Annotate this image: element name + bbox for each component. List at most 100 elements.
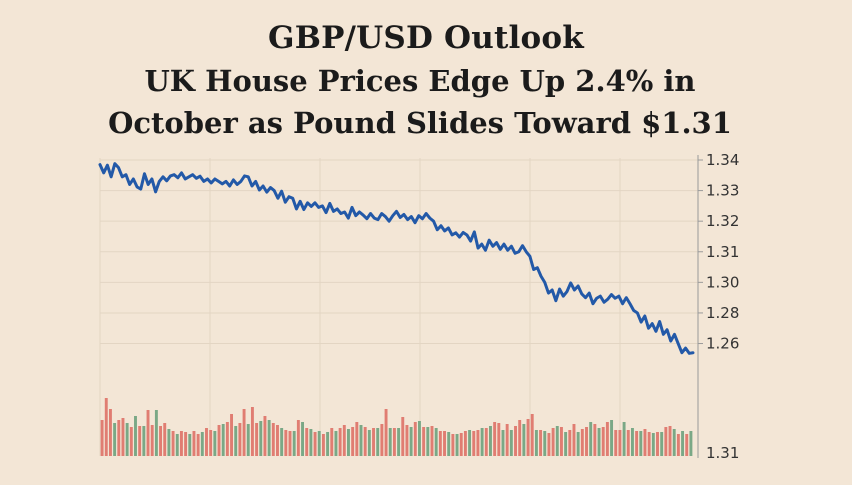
volume-bar xyxy=(167,429,171,456)
volume-bar xyxy=(409,427,413,456)
volume-bar xyxy=(610,420,614,456)
volume-bar xyxy=(605,422,609,456)
volume-bar xyxy=(225,422,229,456)
volume-bar xyxy=(125,423,129,456)
series-lines xyxy=(98,162,695,355)
volume-bar xyxy=(150,425,154,456)
volume-bar xyxy=(397,428,401,456)
volume-bar xyxy=(179,431,183,456)
volume-bar xyxy=(242,409,246,456)
volume-bar xyxy=(129,427,133,456)
volume-bar xyxy=(518,420,522,456)
volume-bar xyxy=(363,427,367,456)
volume-bar xyxy=(230,414,233,456)
volume-bar xyxy=(660,432,664,456)
volume-bar xyxy=(668,426,672,456)
chart-title: GBP/USD Outlook xyxy=(268,20,584,56)
volume-bar xyxy=(463,431,467,456)
volume-bar xyxy=(104,398,108,456)
y-tick-label: 1.26 xyxy=(706,335,739,353)
volume-bar xyxy=(451,434,455,456)
volume-bar xyxy=(484,428,488,456)
y-tick-label: 1.32 xyxy=(706,212,739,230)
volume-bar xyxy=(342,425,346,456)
volume-bar xyxy=(476,430,480,456)
y-tick-label: 1.34 xyxy=(706,151,739,169)
volume-bar xyxy=(438,431,442,456)
volume-bar xyxy=(505,424,509,456)
volume-bar xyxy=(142,426,146,456)
volume-bar xyxy=(543,431,547,456)
volume-bar xyxy=(313,432,317,456)
volume-bar xyxy=(359,425,363,456)
volume-bar xyxy=(213,431,217,456)
volume-bar xyxy=(330,428,334,456)
volume-bar xyxy=(217,425,221,456)
volume-bar xyxy=(447,432,451,456)
volume-bar xyxy=(184,432,188,456)
volume-bar xyxy=(234,426,238,456)
volume-bar xyxy=(547,433,551,456)
volume-bar xyxy=(134,416,137,456)
volume-bar xyxy=(401,417,405,456)
volume-bar xyxy=(192,431,196,456)
volume-bar xyxy=(296,420,300,456)
volume-bar xyxy=(284,430,288,456)
volume-bar xyxy=(271,423,275,456)
volume-bar xyxy=(681,431,685,456)
volume-bar xyxy=(664,427,668,456)
volume-bar xyxy=(113,423,117,456)
volume-bar xyxy=(171,431,175,456)
volume-bar xyxy=(388,428,392,456)
volume-bar xyxy=(555,426,559,456)
volume-bar xyxy=(559,427,563,456)
volume-bar xyxy=(685,434,689,456)
volume-bar xyxy=(159,426,163,456)
volume-bar xyxy=(276,425,279,456)
volume-bar xyxy=(539,430,543,456)
volume-bar xyxy=(305,428,309,456)
volume-bar xyxy=(551,428,555,456)
volume-bar xyxy=(280,428,284,456)
volume-bar xyxy=(497,423,501,456)
volume-bar xyxy=(413,422,417,456)
volume-bar xyxy=(514,426,517,456)
volume-bar xyxy=(422,427,426,456)
volume-bar xyxy=(351,427,355,456)
volume-bar xyxy=(622,422,626,456)
volume-bar xyxy=(259,421,263,456)
volume-bar xyxy=(392,428,396,456)
volume-bar xyxy=(580,429,584,456)
y-tick-label: 1.31 xyxy=(706,243,739,261)
volume-bar xyxy=(117,420,121,456)
volume-bar xyxy=(597,428,601,456)
volume-bar xyxy=(338,428,342,456)
y-tick-label: 1.33 xyxy=(706,182,739,200)
volume-bar xyxy=(154,410,158,456)
volume-bar xyxy=(639,431,643,456)
y-tick-label: 1.28 xyxy=(706,304,739,322)
volume-bar xyxy=(568,430,572,456)
volume-bar xyxy=(526,419,530,456)
volume-bar xyxy=(263,416,267,456)
volume-bar xyxy=(121,418,125,456)
chart-subtitle: UK House Prices Edge Up 2.4% in October … xyxy=(108,64,732,140)
volume-bar xyxy=(367,430,371,456)
volume-axis-label: 1.31 xyxy=(706,444,739,462)
volume-bar xyxy=(643,429,647,456)
volume-bar xyxy=(334,431,338,456)
volume-bar xyxy=(288,431,292,456)
volume-bar xyxy=(530,414,534,456)
volume-bar xyxy=(672,429,676,456)
volume-bar xyxy=(434,428,438,456)
volume-bar xyxy=(301,422,304,456)
volume-bar xyxy=(585,427,588,456)
y-tick-label: 1.30 xyxy=(706,273,739,291)
volume-bar xyxy=(317,431,321,456)
volume-bar xyxy=(100,420,104,456)
volume-bar xyxy=(355,422,359,456)
volume-bar xyxy=(372,428,375,456)
volume-bar xyxy=(647,432,651,456)
